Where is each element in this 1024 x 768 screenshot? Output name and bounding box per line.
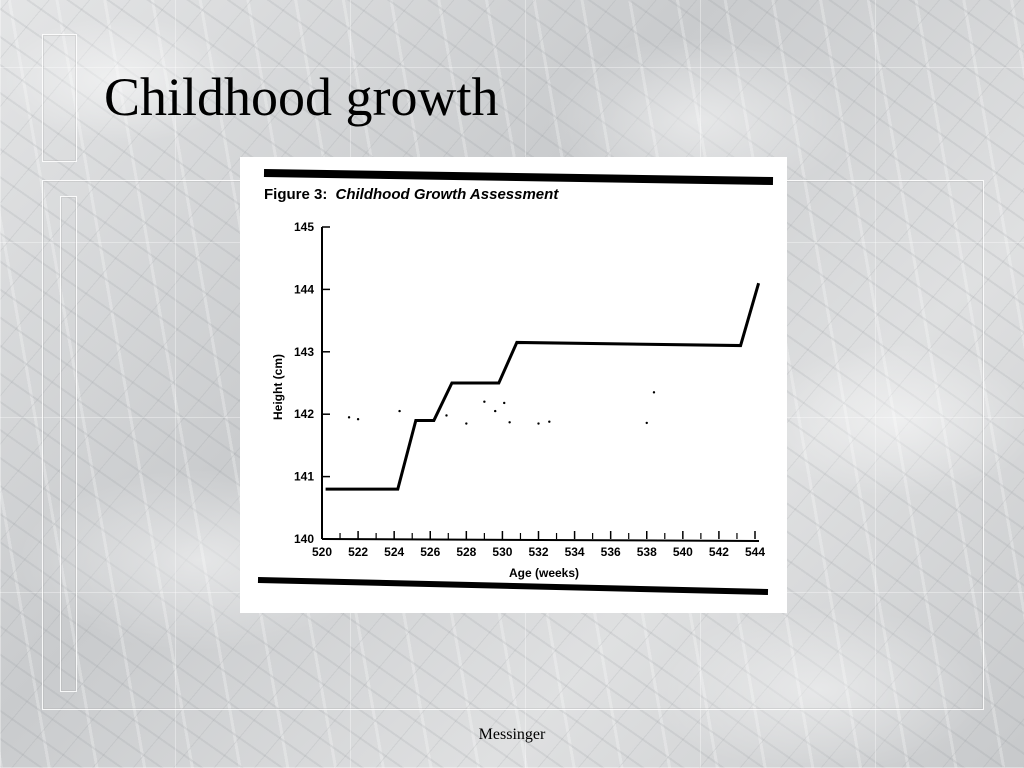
speckle-point	[537, 422, 540, 425]
y-tick-label: 141	[294, 470, 314, 484]
slide-footer: Messinger	[478, 726, 546, 743]
x-tick-label: 534	[565, 545, 585, 559]
scan-speckles	[347, 391, 656, 425]
y-tick-label: 145	[294, 220, 314, 234]
chart-axes	[321, 227, 760, 542]
y-axis-label: Height (cm)	[271, 354, 285, 420]
figure-title: Figure 3: Childhood Growth Assessment	[264, 186, 559, 203]
speckle-point	[445, 414, 448, 417]
speckle-point	[503, 401, 506, 405]
chart-figure: Figure 3: Childhood Growth Assessment 52…	[240, 157, 787, 613]
speckle-point	[465, 422, 468, 425]
x-axis-ticks: 520 522 524 526 528 530 532 534 536 538 540 542 544	[312, 531, 765, 559]
speckle-point	[494, 409, 497, 413]
speckle-point	[483, 400, 486, 403]
x-tick-label: 528	[456, 545, 476, 559]
x-tick-label: 532	[528, 545, 548, 559]
speckle-point	[508, 421, 511, 424]
slide-title: Childhood growth	[104, 67, 499, 127]
growth-line	[325, 282, 761, 491]
x-tick-label: 520	[312, 545, 332, 559]
x-tick-label: 522	[348, 545, 368, 559]
speckle-point	[645, 421, 648, 425]
x-tick-label: 544	[745, 545, 765, 559]
speckle-point	[347, 416, 351, 419]
x-tick-label: 536	[601, 545, 621, 559]
figure-title-italic: Childhood Growth Assessment	[336, 186, 560, 203]
y-tick-label: 140	[294, 532, 314, 546]
x-tick-label: 526	[420, 545, 440, 559]
speckle-point	[548, 420, 551, 423]
x-tick-label: 540	[673, 545, 693, 559]
y-axis-ticks: 140 141 142 143 144 145	[294, 220, 330, 546]
y-tick-label: 144	[294, 282, 314, 296]
x-tick-label: 538	[637, 545, 657, 559]
speckle-point	[398, 409, 401, 413]
chart-series	[325, 282, 761, 491]
x-axis-line	[321, 538, 760, 542]
bottom-rule	[257, 577, 769, 595]
x-tick-label: 524	[384, 545, 404, 559]
speckle-point	[356, 417, 360, 421]
x-tick-label: 530	[492, 545, 512, 559]
speckle-point	[652, 391, 656, 394]
top-rule	[263, 169, 774, 185]
x-axis-label: Age (weeks)	[509, 566, 579, 580]
left-accent-frame	[60, 196, 77, 692]
figure-title-prefix: Figure 3:	[264, 186, 327, 203]
x-tick-label: 542	[709, 545, 729, 559]
y-tick-label: 143	[294, 345, 314, 359]
y-tick-label: 142	[294, 407, 314, 421]
growth-chart: Figure 3: Childhood Growth Assessment 52…	[257, 169, 774, 595]
title-accent-frame	[42, 34, 77, 162]
